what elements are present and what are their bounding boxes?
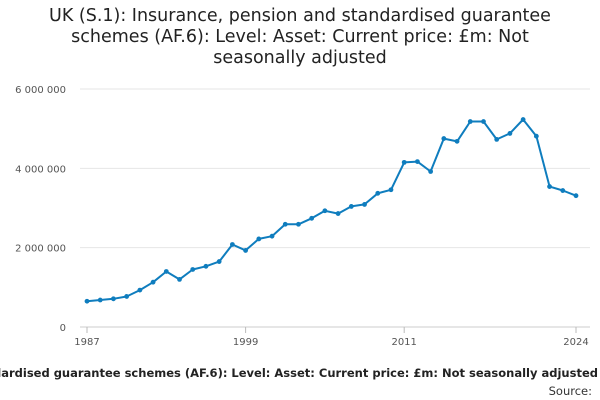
data-point[interactable] <box>507 131 513 136</box>
data-point[interactable] <box>137 287 143 293</box>
grid <box>80 88 590 328</box>
data-point[interactable] <box>269 233 275 239</box>
data-point[interactable] <box>322 208 328 214</box>
data-point[interactable] <box>203 263 209 269</box>
data-point[interactable] <box>533 133 539 139</box>
data-point[interactable] <box>573 193 579 199</box>
data-point[interactable] <box>481 119 486 124</box>
data-point[interactable] <box>467 119 473 124</box>
data-point[interactable] <box>454 138 460 144</box>
data-point[interactable] <box>150 279 156 285</box>
x-axis: 1987 1999 2011 2024 <box>74 327 589 348</box>
data-point[interactable] <box>282 221 288 227</box>
data-point[interactable] <box>243 248 248 253</box>
data-point[interactable] <box>163 269 169 274</box>
data-point[interactable] <box>84 298 90 304</box>
y-axis: 0 2 000 000 4 000 000 6 000 000 <box>15 85 66 334</box>
series-line <box>86 118 577 303</box>
x-tick-label: 2024 <box>563 337 588 348</box>
data-point[interactable] <box>375 190 381 196</box>
data-point[interactable] <box>97 297 103 303</box>
y-tick-label: 0 <box>60 323 66 334</box>
data-point[interactable] <box>177 277 182 282</box>
data-point[interactable] <box>309 215 315 221</box>
data-point[interactable] <box>256 236 262 242</box>
data-point[interactable] <box>216 259 222 264</box>
data-point[interactable] <box>296 221 301 227</box>
data-point[interactable] <box>441 136 447 141</box>
legend: UK (S.1): Insurance, pension and standar… <box>0 366 600 384</box>
x-tick-label: 1987 <box>74 337 99 348</box>
data-point[interactable] <box>415 159 420 164</box>
x-tick-label: 1999 <box>233 337 258 348</box>
y-tick-label: 6 000 000 <box>15 85 66 96</box>
data-point[interactable] <box>520 117 526 122</box>
data-point[interactable] <box>335 211 341 216</box>
data-point[interactable] <box>190 267 196 272</box>
y-tick-label: 2 000 000 <box>15 244 66 255</box>
data-point[interactable] <box>428 169 434 174</box>
data-point[interactable] <box>362 202 367 207</box>
data-point[interactable] <box>229 242 235 247</box>
x-tick-label: 2011 <box>391 337 416 348</box>
data-point[interactable] <box>401 159 407 165</box>
data-point[interactable] <box>494 136 500 142</box>
data-point[interactable] <box>547 184 552 189</box>
data-point[interactable] <box>388 187 394 193</box>
data-point[interactable] <box>348 204 354 209</box>
data-point[interactable] <box>124 294 130 299</box>
y-tick-label: 4 000 000 <box>15 164 66 175</box>
legend-label: UK (S.1): Insurance, pension and standar… <box>0 366 598 380</box>
source-label: Source: <box>548 384 592 398</box>
data-point[interactable] <box>111 296 116 302</box>
data-point[interactable] <box>560 188 566 193</box>
series-group <box>84 117 579 304</box>
chart-title: UK (S.1): Insurance, pension and standar… <box>49 6 551 68</box>
